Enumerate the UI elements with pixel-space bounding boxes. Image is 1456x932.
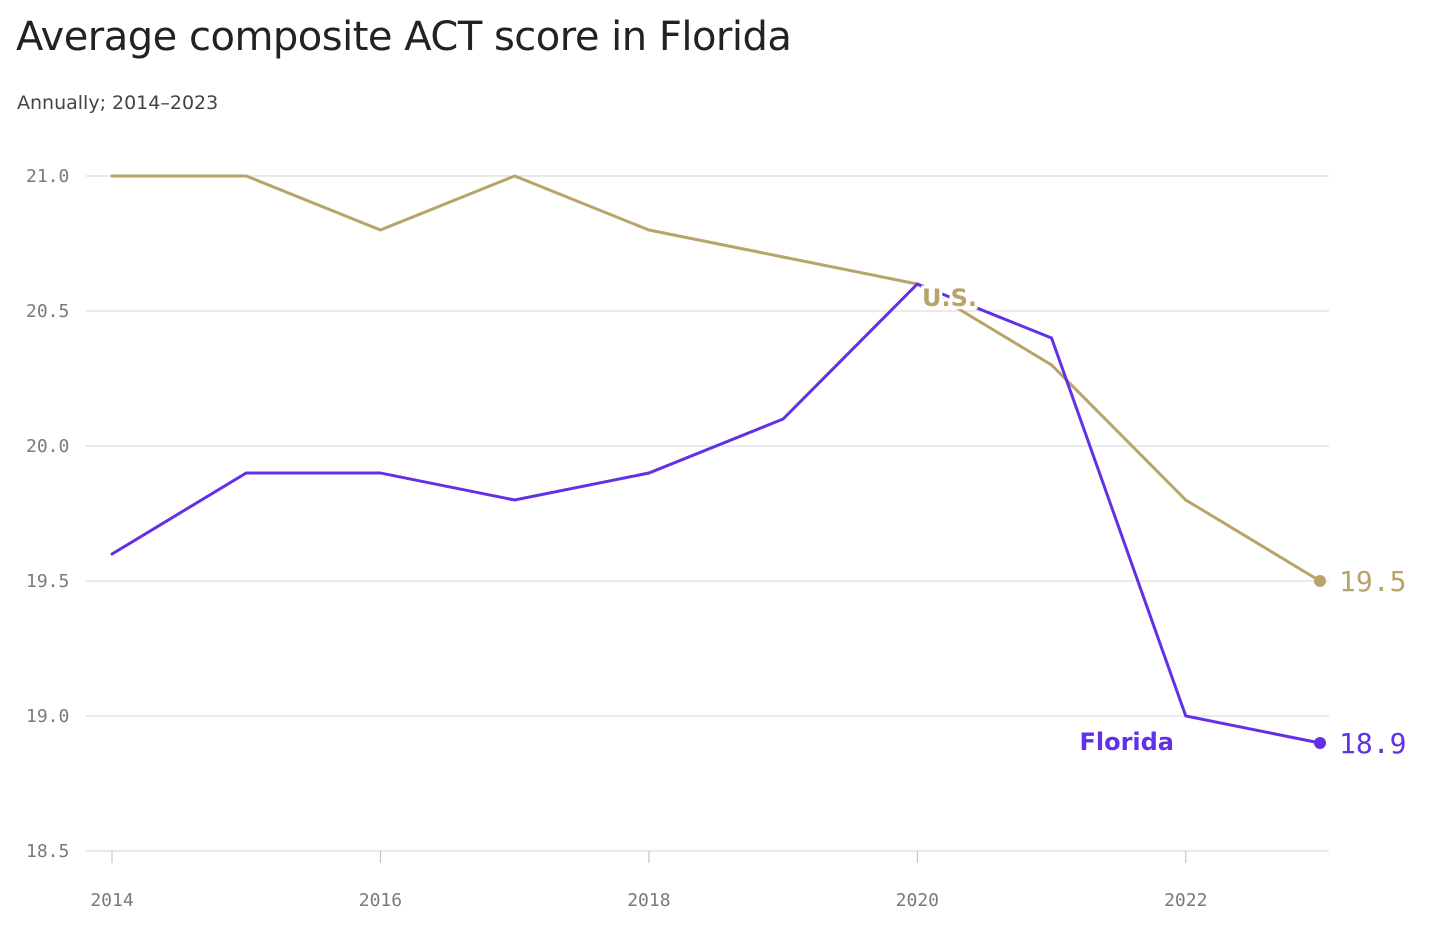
- x-tick-label: 2014: [90, 890, 133, 911]
- y-tick-label: 19.0: [26, 706, 69, 727]
- series-labels: 19.5 18.9 U.S. Florida: [919, 281, 1406, 760]
- series-line-florida: [110, 282, 1322, 745]
- y-axis-ticks: 18.5 19.0 19.5 20.0 20.5 21.0: [26, 166, 69, 862]
- x-tick-label: 2020: [896, 890, 939, 911]
- end-point-u-s: [1314, 575, 1326, 587]
- x-tick-label: 2018: [627, 890, 670, 911]
- chart-title: Average composite ACT score in Florida: [16, 14, 792, 60]
- chart-subtitle: Annually; 2014–2023: [17, 92, 219, 114]
- series-lines: [110, 174, 1326, 749]
- series-label-florida: Florida: [1079, 728, 1174, 756]
- series-label-us: U.S.: [922, 284, 977, 312]
- y-tick-label: 20.5: [26, 301, 69, 322]
- end-point-florida: [1314, 737, 1326, 749]
- x-tick-label: 2016: [359, 890, 402, 911]
- x-axis-ticks: 2014 2016 2018 2020 2022: [90, 851, 1207, 911]
- end-value-label-florida: 18.9: [1339, 727, 1406, 760]
- y-tick-label: 18.5: [26, 841, 69, 862]
- end-value-label-u-s: 19.5: [1339, 565, 1406, 598]
- x-tick-label: 2022: [1164, 890, 1207, 911]
- y-tick-label: 21.0: [26, 166, 69, 187]
- series-line-u-s: [110, 174, 1322, 583]
- gridlines: [86, 175, 1329, 852]
- y-tick-label: 20.0: [26, 436, 69, 457]
- y-tick-label: 19.5: [26, 571, 69, 592]
